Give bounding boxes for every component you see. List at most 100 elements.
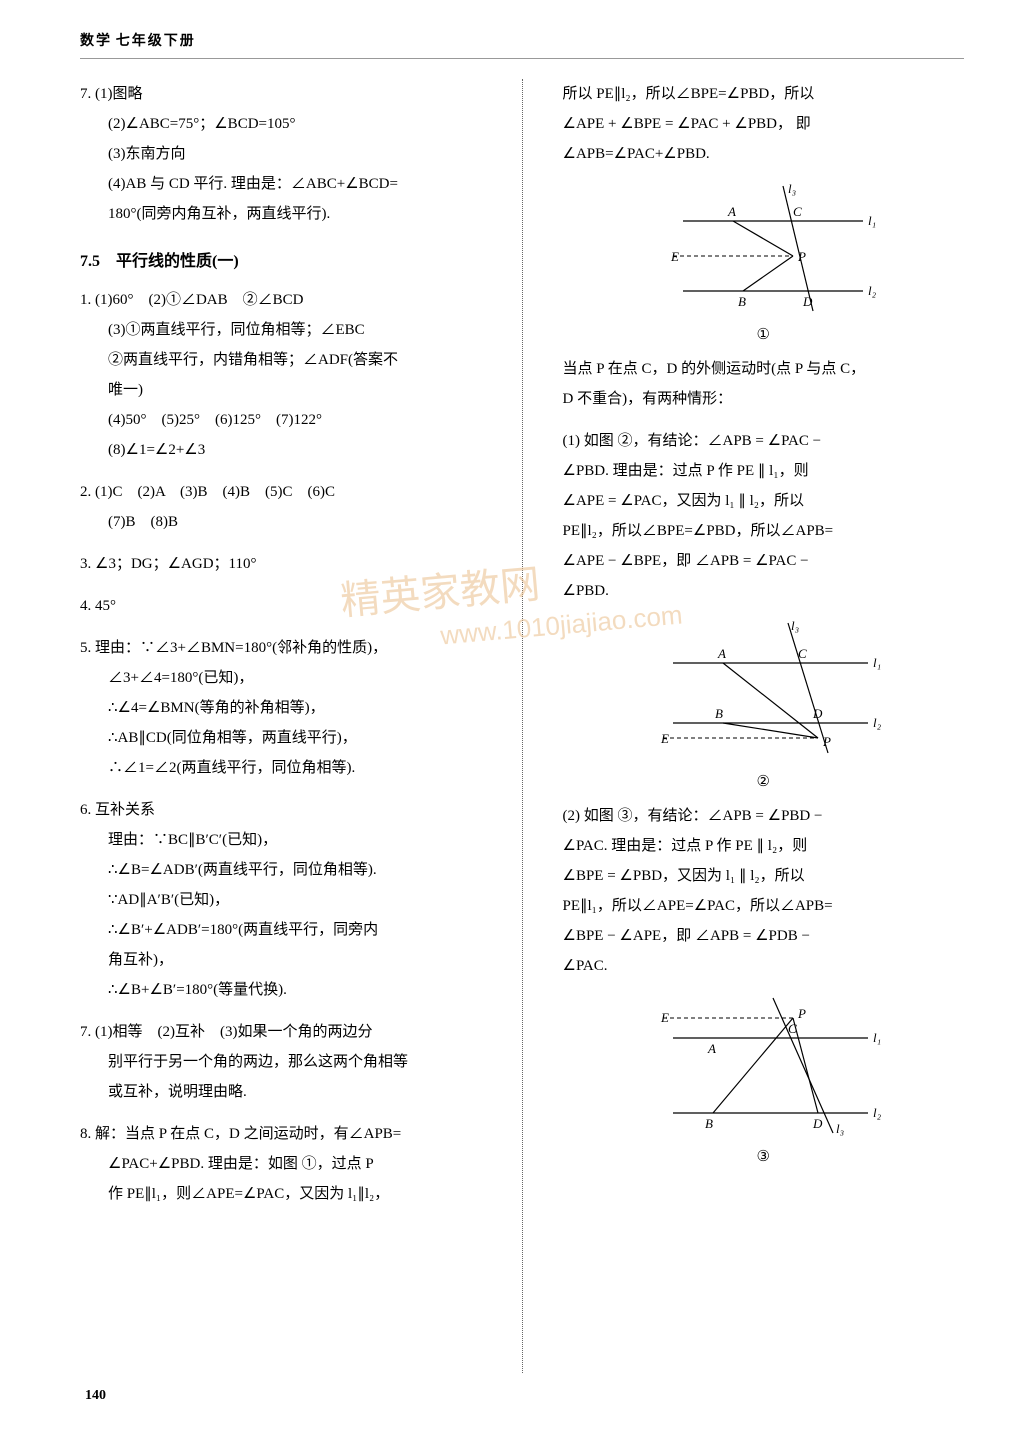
left-column: 7. (1)图略 (2)∠ABC=75°；∠BCD=105° (3)东南方向 (… <box>80 79 482 1373</box>
svg-text:P: P <box>797 249 806 264</box>
q6-p4: ∵AD∥A′B′(已知)， <box>80 885 482 915</box>
intro-block: 所以 PE∥l₂，所以∠BPE=∠PBD，所以 ∠APE + ∠BPE = ∠P… <box>563 79 965 169</box>
q6-block: 6. 互补关系 理由：∵BC∥B′C′(已知)， ∴∠B=∠ADB′(两直线平行… <box>80 795 482 1005</box>
q5-num: 5. <box>80 640 91 656</box>
svg-text:D: D <box>812 706 823 721</box>
case2-p2: ∠PAC. 理由是：过点 P 作 PE ∥ l₂，则 <box>563 831 965 861</box>
q7b-p2: 别平行于另一个角的两边，那么这两个角相等 <box>80 1047 482 1077</box>
intro-p1: 所以 PE∥l₂，所以∠BPE=∠PBD，所以 <box>563 79 965 109</box>
svg-text:l₃: l₃ <box>788 181 796 196</box>
case2-p1: (2) 如图 ③，有结论：∠APB = ∠PBD − <box>563 801 965 831</box>
right-column: 所以 PE∥l₂，所以∠BPE=∠PBD，所以 ∠APE + ∠BPE = ∠P… <box>563 79 965 1373</box>
svg-text:l₁: l₁ <box>873 655 881 670</box>
svg-text:l₂: l₂ <box>868 283 877 298</box>
q2-p1: (1)C (2)A (3)B (4)B (5)C (6)C <box>95 484 335 500</box>
q7b-num: 7. <box>80 1024 91 1040</box>
q1-p2: (3)①两直线平行，同位角相等；∠EBC <box>80 315 482 345</box>
q1-p1: (1)60° (2)①∠DAB ②∠BCD <box>95 292 304 308</box>
intro-p2: ∠APE + ∠BPE = ∠PAC + ∠PBD， 即 <box>563 109 965 139</box>
q4-num: 4. <box>80 598 91 614</box>
q3-text: ∠3；DG；∠AGD；110° <box>95 556 257 572</box>
caseintro-p2: D 不重合)，有两种情形： <box>563 384 965 414</box>
svg-text:B: B <box>738 294 746 309</box>
q7-p3: (3)东南方向 <box>80 139 482 169</box>
q2-block: 2. (1)C (2)A (3)B (4)B (5)C (6)C (7)B (8… <box>80 477 482 537</box>
column-divider <box>522 79 523 1373</box>
svg-text:C: C <box>798 646 807 661</box>
q8-p2: ∠PAC+∠PBD. 理由是：如图 ①，过点 P <box>80 1149 482 1179</box>
case2-p4: PE∥l₁，所以∠APE=∠PAC，所以∠APB= <box>563 891 965 921</box>
diagram-2: A C E P B D l₁ l₂ l₃ <box>633 618 893 768</box>
q7b-p3: 或互补，说明理由略. <box>80 1077 482 1107</box>
q5-p3: ∴∠4=∠BMN(等角的补角相等)， <box>80 693 482 723</box>
svg-text:B: B <box>705 1116 713 1131</box>
q7-p1: (1)图略 <box>95 86 143 102</box>
q5-p4: ∴AB∥CD(同位角相等，两直线平行)， <box>80 723 482 753</box>
diagram-3-label: ③ <box>563 1147 965 1166</box>
q7b-block: 7. (1)相等 (2)互补 (3)如果一个角的两边分 别平行于另一个角的两边，… <box>80 1017 482 1107</box>
case1-p2: ∠PBD. 理由是：过点 P 作 PE ∥ l₁，则 <box>563 456 965 486</box>
q8-p1: 解：当点 P 在点 C，D 之间运动时，有∠APB= <box>95 1126 401 1142</box>
case2-p3: ∠BPE = ∠PBD，又因为 l₁ ∥ l₂，所以 <box>563 861 965 891</box>
q6-p6: 角互补)， <box>80 945 482 975</box>
q5-block: 5. 理由：∵∠3+∠BMN=180°(邻补角的性质)， ∠3+∠4=180°(… <box>80 633 482 783</box>
svg-text:l₁: l₁ <box>873 1030 881 1045</box>
svg-text:E: E <box>670 249 679 264</box>
svg-text:A: A <box>707 1041 716 1056</box>
q1-p4: 唯一) <box>80 375 482 405</box>
intro-p3: ∠APB=∠PAC+∠PBD. <box>563 139 965 169</box>
svg-text:B: B <box>715 706 723 721</box>
q4-block: 4. 45° <box>80 591 482 621</box>
svg-text:A: A <box>727 204 736 219</box>
q8-p3: 作 PE∥l₁，则∠APE=∠PAC，又因为 l₁∥l₂， <box>80 1179 482 1209</box>
caseintro-p1: 当点 P 在点 C，D 的外侧运动时(点 P 与点 C， <box>563 354 965 384</box>
svg-text:E: E <box>660 731 669 746</box>
svg-text:l₃: l₃ <box>836 1121 844 1136</box>
svg-text:D: D <box>812 1116 823 1131</box>
q7-num: 7. <box>80 86 91 102</box>
q2-p2: (7)B (8)B <box>80 507 482 537</box>
q6-p3: ∴∠B=∠ADB′(两直线平行，同位角相等). <box>80 855 482 885</box>
q1-p5: (4)50° (5)25° (6)125° (7)122° <box>80 405 482 435</box>
q6-num: 6. <box>80 802 91 818</box>
svg-text:C: C <box>788 1021 797 1036</box>
svg-text:l₂: l₂ <box>873 715 882 730</box>
q6-p7: ∴∠B+∠B′=180°(等量代换). <box>80 975 482 1005</box>
q5-p1: 理由：∵∠3+∠BMN=180°(邻补角的性质)， <box>95 640 387 656</box>
svg-text:C: C <box>793 204 802 219</box>
diagram-1-label: ① <box>563 325 965 344</box>
q8-num: 8. <box>80 1126 91 1142</box>
svg-text:l₁: l₁ <box>868 213 876 228</box>
svg-text:A: A <box>717 646 726 661</box>
diagram-3: E P A C B D l₁ l₂ l₃ <box>633 993 893 1143</box>
case1-p6: ∠PBD. <box>563 576 965 606</box>
q3-num: 3. <box>80 556 91 572</box>
q1-block: 1. (1)60° (2)①∠DAB ②∠BCD (3)①两直线平行，同位角相等… <box>80 285 482 465</box>
case2-p5: ∠BPE − ∠APE，即 ∠APB = ∠PDB − <box>563 921 965 951</box>
case2-p6: ∠PAC. <box>563 951 965 981</box>
header-subject: 数学 <box>80 34 112 49</box>
case-intro: 当点 P 在点 C，D 的外侧运动时(点 P 与点 C， D 不重合)，有两种情… <box>563 354 965 414</box>
q6-p1: 互补关系 <box>95 802 155 818</box>
svg-text:P: P <box>822 734 831 749</box>
q8-block: 8. 解：当点 P 在点 C，D 之间运动时，有∠APB= ∠PAC+∠PBD.… <box>80 1119 482 1209</box>
case1-p5: ∠APE − ∠BPE，即 ∠APB = ∠PAC − <box>563 546 965 576</box>
page-number: 140 <box>85 1388 106 1404</box>
q7-p4b: 180°(同旁内角互补，两直线平行). <box>80 199 482 229</box>
q7b-p1: (1)相等 (2)互补 (3)如果一个角的两边分 <box>95 1024 372 1040</box>
svg-text:D: D <box>802 294 813 309</box>
q3-block: 3. ∠3；DG；∠AGD；110° <box>80 549 482 579</box>
svg-text:l₃: l₃ <box>791 618 799 633</box>
two-column-content: 7. (1)图略 (2)∠ABC=75°；∠BCD=105° (3)东南方向 (… <box>80 79 964 1373</box>
q1-p6: (8)∠1=∠2+∠3 <box>80 435 482 465</box>
page-header: 数学 七年级下册 <box>80 30 964 59</box>
q7-p4a: (4)AB 与 CD 平行. 理由是：∠ABC+∠BCD= <box>80 169 482 199</box>
case1-p1: (1) 如图 ②，有结论：∠APB = ∠PAC − <box>563 426 965 456</box>
svg-text:P: P <box>797 1006 806 1021</box>
q6-p5: ∴∠B′+∠ADB′=180°(两直线平行，同旁内 <box>80 915 482 945</box>
diagram-2-label: ② <box>563 772 965 791</box>
case1-p3: ∠APE = ∠PAC，又因为 l₁ ∥ l₂，所以 <box>563 486 965 516</box>
svg-text:E: E <box>660 1010 669 1025</box>
section-title: 7.5 平行线的性质(一) <box>80 247 482 271</box>
q2-num: 2. <box>80 484 91 500</box>
